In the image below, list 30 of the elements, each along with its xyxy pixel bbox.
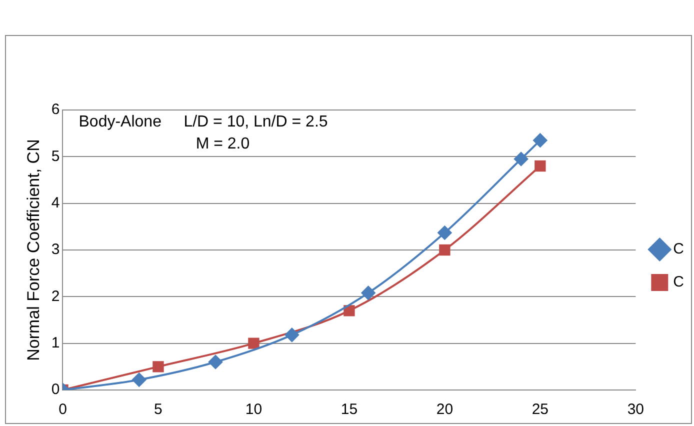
annotation: M = 2.0: [196, 135, 250, 152]
annotation: Body-Alone L/D = 10, Ln/D = 2.5: [78, 113, 328, 130]
legend-label: C: [673, 274, 684, 291]
x-tick-label: 25: [532, 401, 549, 418]
x-tick-label: 5: [154, 401, 162, 418]
x-tick-label: 20: [436, 401, 454, 418]
point: [284, 328, 299, 342]
y-tick-label: 1: [51, 334, 60, 352]
x-tick-label: 15: [340, 401, 358, 418]
y-axis-title: Normal Force Coefficient, CN: [24, 139, 43, 361]
y-tick-label: 4: [51, 194, 60, 212]
point: [438, 226, 452, 240]
point: [533, 133, 548, 148]
legend-label: C: [673, 240, 684, 258]
y-tick-label: 5: [51, 148, 60, 165]
point: [439, 244, 450, 256]
point: [344, 305, 355, 316]
x-tick-label: 10: [245, 401, 262, 418]
point: [152, 361, 164, 372]
point: [534, 160, 546, 172]
point: [514, 152, 528, 166]
point: [132, 372, 146, 387]
point: [361, 286, 376, 300]
y-tick-label: 0: [51, 381, 60, 398]
point: [248, 338, 260, 349]
point: [208, 355, 223, 369]
y-tick-label: 6: [51, 101, 60, 118]
y-tick-label: 3: [51, 241, 60, 258]
y-tick-label: 2: [51, 288, 60, 305]
x-tick-label: 30: [627, 401, 644, 418]
